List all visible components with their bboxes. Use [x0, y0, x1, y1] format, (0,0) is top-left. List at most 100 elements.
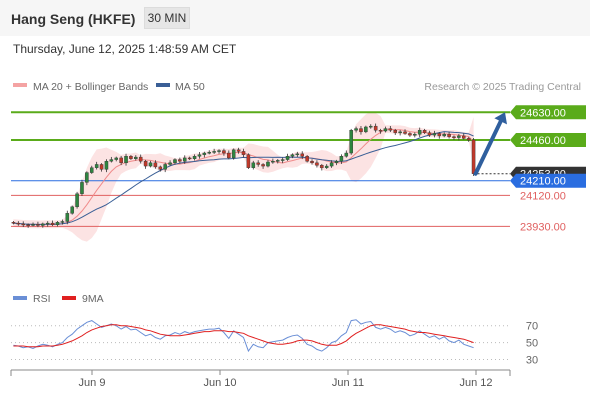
candle: [11, 220, 16, 225]
rsi-tick-label: 70: [526, 321, 538, 333]
candle: [168, 160, 172, 166]
timestamp: Thursday, June 12, 2025 1:48:59 AM CET: [13, 42, 237, 56]
candle: [99, 163, 104, 172]
candle: [344, 150, 349, 158]
moving-averages: [13, 128, 474, 225]
candle: [310, 159, 314, 165]
candle: [212, 148, 216, 155]
candle: [241, 148, 246, 158]
candle: [65, 210, 70, 225]
candle: [21, 221, 26, 228]
candle: [329, 160, 334, 168]
candle: [222, 148, 226, 156]
candle: [124, 153, 128, 166]
level-labels: 24630.0024460.0024253.0024210.0024120.00…: [510, 105, 586, 233]
candle: [442, 132, 446, 138]
rsi-tick-label: 30: [526, 355, 538, 367]
legend-rsi-label: RSI: [33, 293, 51, 305]
candle: [231, 148, 236, 160]
level-value: 24460.00: [520, 135, 566, 147]
candle: [432, 130, 437, 138]
candle: [300, 151, 305, 160]
candle: [182, 155, 187, 164]
candle: [364, 125, 368, 134]
bollinger-band-area: [13, 111, 474, 242]
price-levels: [11, 111, 510, 227]
candle: [315, 160, 319, 168]
candle: [143, 159, 148, 169]
candle: [334, 159, 339, 166]
candle: [202, 151, 207, 158]
candle: [290, 153, 295, 159]
level-value: 24120.00: [520, 190, 566, 202]
forecast-arrow-head: [494, 112, 507, 125]
candle: [466, 137, 471, 142]
legend-swatch-rsi: [13, 296, 27, 300]
candle: [80, 179, 84, 197]
candle: [251, 160, 256, 170]
candle: [187, 156, 192, 161]
rsi-series-9ma-line: [13, 324, 474, 348]
x-tick-label: Jun 10: [203, 377, 236, 389]
candle: [163, 162, 167, 173]
instrument-title: Hang Seng (HKFE): [11, 11, 136, 27]
candle: [339, 154, 344, 164]
candle: [45, 221, 50, 227]
candle: [192, 154, 197, 161]
candle: [275, 159, 280, 164]
candle: [50, 220, 55, 227]
interval-button[interactable]: 30 MIN: [144, 7, 190, 29]
candle: [398, 129, 402, 136]
candle: [94, 161, 99, 170]
legend-ma20-label: MA 20 + Bollinger Bands: [33, 81, 148, 93]
candle: [417, 127, 422, 138]
candle: [413, 132, 417, 138]
legend-swatch-9ma: [62, 296, 76, 300]
level-value: 24630.00: [520, 107, 566, 119]
candle: [383, 126, 388, 133]
candle: [236, 147, 241, 154]
candle: [349, 128, 353, 155]
candle: [256, 160, 260, 167]
candle: [85, 171, 89, 186]
candle: [266, 160, 270, 168]
candle: [104, 159, 109, 173]
candle: [70, 205, 74, 215]
candle: [320, 163, 324, 171]
legend-swatch-ma20: [13, 83, 27, 87]
candle: [271, 158, 275, 164]
credit-text: Research © 2025 Trading Central: [424, 81, 581, 93]
candle: [403, 129, 407, 135]
forecast-arrow: [473, 112, 507, 176]
level-value: 24210.00: [520, 176, 566, 188]
candle: [471, 138, 476, 177]
candle: [41, 222, 45, 228]
candle: [447, 131, 451, 139]
candle: [422, 128, 427, 134]
level-label-pivot: 24210.00: [510, 173, 586, 188]
candle: [173, 158, 177, 165]
candle: [60, 219, 65, 225]
rsi-tick-label: 50: [526, 338, 538, 350]
candle: [427, 130, 432, 137]
candle: [129, 154, 133, 161]
candle: [55, 220, 60, 227]
candle: [378, 128, 383, 134]
candle: [75, 191, 79, 209]
candle: [138, 154, 143, 164]
candle: [359, 125, 363, 135]
candle: [285, 153, 290, 161]
candle: [217, 149, 221, 154]
chart-header: Hang Seng (HKFE) 30 MIN: [0, 0, 590, 36]
candle: [452, 135, 456, 140]
candle: [158, 165, 163, 172]
candle: [261, 163, 265, 169]
candle: [134, 155, 138, 161]
forecast-arrow-shaft: [473, 119, 503, 176]
candle: [153, 160, 158, 169]
candle: [373, 123, 378, 133]
candle: [114, 156, 119, 162]
candle: [354, 126, 358, 133]
candle: [178, 157, 182, 164]
